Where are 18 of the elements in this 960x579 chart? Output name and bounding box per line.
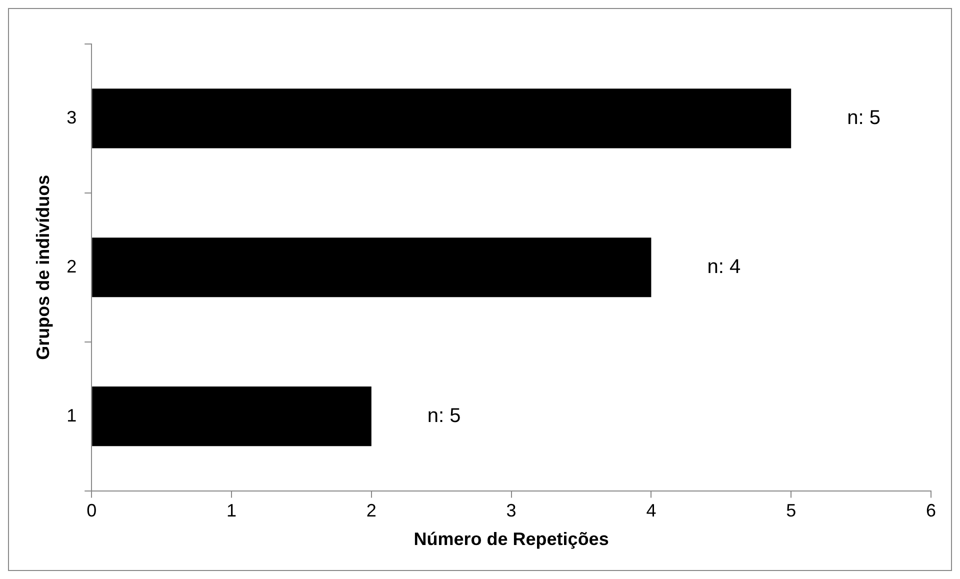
y-axis-title: Grupos de indivíduos [32,174,53,360]
bar [92,238,652,298]
x-tick-label: 6 [926,500,936,521]
x-tick-label: 1 [226,500,237,521]
annotation: n: 5 [427,404,461,427]
x-tick-label: 2 [366,500,376,521]
bar [92,88,792,148]
x-axis-title: Número de Repetições [414,529,609,550]
y-tick-label: 2 [66,256,77,276]
y-tick-label: 3 [66,107,77,128]
annotation: n: 5 [847,106,880,129]
x-tick-label: 0 [86,500,97,521]
y-tick-label: 1 [66,405,77,426]
x-tick-label: 3 [506,500,516,521]
bar [92,386,372,446]
x-tick-label: 4 [646,500,656,521]
x-tick-label: 5 [786,500,796,521]
annotation: n: 4 [707,256,741,278]
